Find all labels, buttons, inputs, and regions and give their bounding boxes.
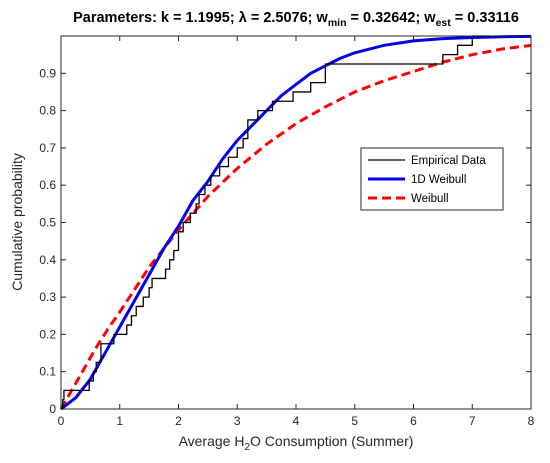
y-tick-label: 0.3 xyxy=(39,290,56,304)
y-tick-label: 0.7 xyxy=(39,141,56,155)
series-line-1d-weibull xyxy=(60,34,532,411)
y-tick-label: 0.9 xyxy=(39,66,56,80)
legend-label: 1D Weibull xyxy=(411,174,466,186)
x-axis-label: Average H2O Consumption (Summer) xyxy=(179,433,414,453)
series-line-empirical-data xyxy=(61,35,490,410)
x-tick-label: 0 xyxy=(58,414,65,428)
y-tick-label: 0.6 xyxy=(39,178,56,192)
x-tick-label: 8 xyxy=(528,414,535,428)
y-tick-label: 0.2 xyxy=(39,327,56,341)
legend-label: Empirical Data xyxy=(411,155,486,167)
y-tick-label: 0.5 xyxy=(39,216,56,230)
y-tick-label: 0 xyxy=(49,402,56,416)
series-line-weibull xyxy=(59,43,532,410)
legend: Empirical Data 1D Weibull Weibull xyxy=(360,147,504,211)
x-tick-label: 7 xyxy=(469,414,476,428)
x-tick-label: 6 xyxy=(410,414,417,428)
plot-background xyxy=(61,36,531,409)
y-tick-label: 0.4 xyxy=(39,253,56,267)
x-tick-label: 4 xyxy=(293,414,300,428)
legend-label: Weibull xyxy=(411,193,449,205)
y-tick-label: 0.8 xyxy=(39,104,56,118)
y-axis-label: Cumulative probability xyxy=(9,153,25,291)
x-tick-label: 1 xyxy=(116,414,123,428)
plot-area: 0 1 2 3 4 5 6 7 8 0 0.1 0.2 0.3 0.4 0.5 0.6 0.7 0.8 0.9 xyxy=(39,34,535,428)
ticks-layer: 0 1 2 3 4 5 6 7 8 0 0.1 0.2 0.3 0.4 0.5 0.6 0.7 0.8 0.9 xyxy=(39,36,535,428)
series-layer xyxy=(59,34,532,411)
y-tick-label: 0.1 xyxy=(39,365,56,379)
x-tick-label: 3 xyxy=(234,414,241,428)
chart-title: Parameters: k = 1.1995; λ = 2.5076; wmin… xyxy=(73,10,519,29)
x-tick-label: 2 xyxy=(175,414,182,428)
x-tick-label: 5 xyxy=(351,414,358,428)
legend-entries: Empirical Data 1D Weibull Weibull xyxy=(368,155,486,205)
